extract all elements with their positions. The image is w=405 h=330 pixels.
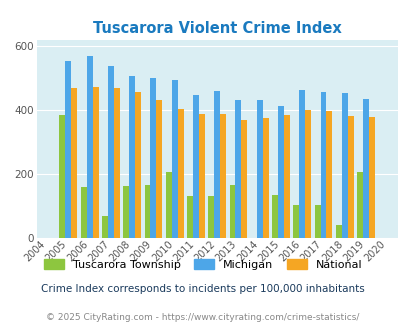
Bar bbox=[262, 118, 268, 238]
Bar bbox=[123, 185, 129, 238]
Bar bbox=[150, 78, 156, 238]
Bar bbox=[220, 114, 226, 238]
Bar bbox=[229, 185, 235, 238]
Bar bbox=[81, 187, 87, 238]
Bar bbox=[298, 90, 305, 238]
Bar bbox=[208, 196, 214, 238]
Bar bbox=[102, 216, 108, 238]
Bar bbox=[356, 172, 362, 238]
Bar bbox=[305, 110, 310, 238]
Bar bbox=[341, 93, 347, 238]
Bar bbox=[71, 87, 77, 238]
Bar bbox=[320, 92, 326, 238]
Text: Crime Index corresponds to incidents per 100,000 inhabitants: Crime Index corresponds to incidents per… bbox=[41, 284, 364, 294]
Bar bbox=[60, 115, 65, 238]
Bar bbox=[235, 100, 241, 238]
Bar bbox=[114, 88, 119, 238]
Bar bbox=[326, 111, 332, 238]
Text: © 2025 CityRating.com - https://www.cityrating.com/crime-statistics/: © 2025 CityRating.com - https://www.city… bbox=[46, 313, 359, 322]
Bar bbox=[198, 114, 205, 238]
Bar bbox=[187, 196, 192, 238]
Bar bbox=[283, 115, 289, 238]
Bar bbox=[177, 109, 183, 238]
Bar bbox=[192, 95, 198, 238]
Bar bbox=[335, 225, 341, 238]
Bar bbox=[135, 92, 141, 238]
Bar bbox=[92, 86, 98, 238]
Bar bbox=[241, 120, 247, 238]
Bar bbox=[271, 195, 277, 238]
Bar bbox=[165, 172, 171, 238]
Bar bbox=[108, 66, 114, 238]
Legend: Tuscarora Township, Michigan, National: Tuscarora Township, Michigan, National bbox=[39, 255, 366, 274]
Bar bbox=[65, 61, 71, 238]
Bar bbox=[368, 116, 374, 238]
Bar bbox=[362, 99, 368, 238]
Bar bbox=[214, 91, 220, 238]
Bar bbox=[144, 185, 150, 238]
Bar bbox=[347, 116, 353, 238]
Bar bbox=[156, 100, 162, 238]
Bar bbox=[292, 205, 298, 238]
Title: Tuscarora Violent Crime Index: Tuscarora Violent Crime Index bbox=[93, 21, 341, 36]
Bar bbox=[129, 76, 135, 238]
Bar bbox=[171, 80, 177, 238]
Bar bbox=[87, 56, 92, 238]
Bar bbox=[256, 100, 262, 238]
Bar bbox=[277, 106, 283, 238]
Bar bbox=[314, 205, 320, 238]
